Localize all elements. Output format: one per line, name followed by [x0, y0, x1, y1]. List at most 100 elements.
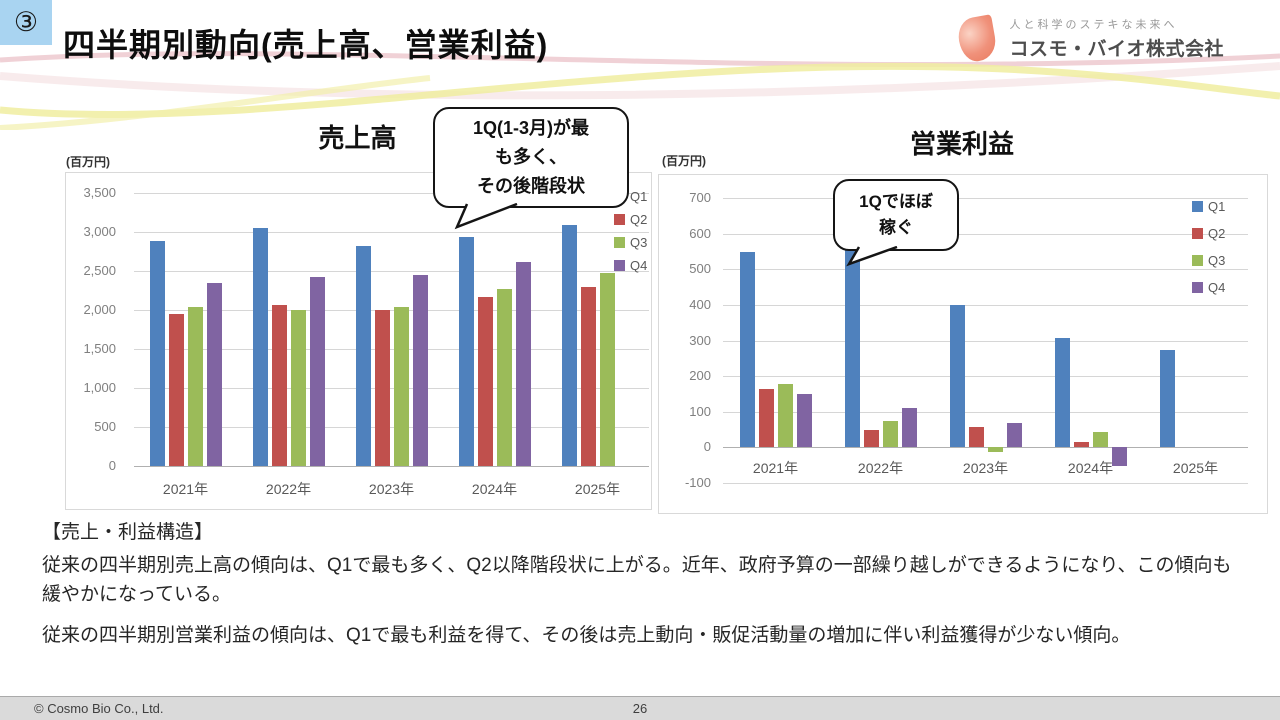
- footer-bar: © Cosmo Bio Co., Ltd. 26: [0, 696, 1280, 720]
- gridline: [723, 233, 1248, 235]
- bar-q2-2025年: [580, 286, 596, 466]
- annotation-line: 1Qでほぼ: [859, 192, 933, 211]
- legend-label: Q4: [630, 258, 648, 273]
- bar-q3-2023年: [393, 306, 409, 466]
- annotation-line: 稼ぐ: [879, 218, 913, 237]
- y-tick-label: 100: [689, 403, 711, 419]
- logo-tagline: 人と科学のステキな未来へ: [1009, 19, 1178, 31]
- legend-item-q2: Q2: [1192, 226, 1225, 241]
- bar-q4-2023年: [1006, 422, 1022, 448]
- legend-swatch: [1192, 255, 1203, 266]
- slide-number-badge: ③: [0, 0, 52, 45]
- y-tick-label: 700: [689, 190, 711, 205]
- page-title: 四半期別動向(売上高、営業利益): [63, 27, 549, 63]
- legend-swatch: [1192, 228, 1203, 239]
- logo-mark-icon: [955, 13, 1000, 64]
- zero-axis-line: [134, 466, 649, 467]
- bar-q4-2021年: [796, 393, 812, 448]
- x-tick-label: 2021年: [162, 481, 209, 497]
- gridline: [723, 340, 1248, 342]
- legend-swatch: [1192, 282, 1203, 293]
- company-logo: 人と科学のステキな未来へ コスモ・バイオ株式会社: [955, 13, 1224, 64]
- gridline: [134, 349, 649, 350]
- gridline: [723, 483, 1248, 484]
- x-tick-label: 2023年: [962, 460, 1009, 476]
- legend-swatch: [614, 237, 625, 248]
- y-tick-label: 600: [689, 225, 711, 241]
- bar-q1-2022年: [844, 241, 860, 448]
- legend-label: Q1: [630, 189, 648, 204]
- bar-q1-2024年: [1054, 338, 1070, 448]
- bar-q2-2021年: [168, 313, 184, 466]
- bar-q3-2021年: [187, 306, 203, 466]
- zero-axis-line: [723, 447, 1248, 449]
- logo-company-name: コスモ・バイオ株式会社: [1009, 39, 1224, 60]
- x-tick-label: 2025年: [574, 481, 621, 497]
- legend-swatch: [1192, 201, 1203, 212]
- annotation-line: も多く、: [495, 147, 567, 167]
- sales-annotation-bubble: 1Q(1-3月)が最 も多く、 その後階段状: [433, 107, 629, 230]
- legend-label: Q3: [630, 235, 648, 250]
- profit-chart-title: 営業利益: [909, 129, 1014, 159]
- legend-item-q4: Q4: [614, 258, 647, 273]
- y-tick-label: 500: [94, 419, 116, 434]
- gridline: [723, 269, 1248, 271]
- bar-q4-2024年: [515, 261, 531, 466]
- legend-item-q3: Q3: [614, 235, 647, 250]
- annotation-text: 1Q(1-3月)が最 も多く、 その後階段状: [435, 109, 627, 206]
- bar-q3-2024年: [496, 288, 512, 466]
- bar-q3-2022年: [290, 310, 306, 466]
- sales-chart-unit-label: (百万円): [66, 155, 110, 169]
- legend-label: Q4: [1208, 280, 1226, 295]
- bar-q4-2022年: [309, 277, 325, 466]
- bar-q2-2021年: [758, 388, 774, 448]
- sales-chart-title: 売上高: [318, 123, 397, 153]
- bar-q1-2023年: [949, 304, 965, 448]
- y-tick-label: 0: [703, 439, 711, 455]
- annotation-line: その後階段状: [477, 176, 585, 196]
- bar-q3-2021年: [777, 384, 793, 448]
- notes-paragraph-sales: 従来の四半期別売上高の傾向は、Q1で最も多く、Q2以降階段状に上がる。近年、政府…: [42, 555, 1232, 605]
- bubble-tail: [454, 203, 518, 230]
- gridline: [723, 411, 1248, 413]
- decorative-waves: [0, 51, 1280, 130]
- bar-q2-2024年: [1073, 442, 1089, 448]
- y-tick-label: 3,500: [83, 185, 116, 200]
- bar-q1-2024年: [458, 236, 474, 466]
- x-tick-label: 2024年: [1067, 460, 1114, 476]
- profit-bar-chart: -100 0 100 200 300 400 500 600 700 2021年 2022年 2023…: [658, 174, 1268, 514]
- y-tick-label: 500: [689, 261, 711, 277]
- x-tick-label: 2021年: [752, 460, 799, 476]
- bar-q2-2022年: [271, 305, 287, 466]
- bubble-tail: [846, 246, 898, 267]
- x-tick-label: 2022年: [857, 460, 904, 476]
- bar-q2-2024年: [477, 296, 493, 466]
- x-tick-label: 2024年: [471, 481, 518, 497]
- bar-q1-2025年: [561, 224, 577, 466]
- y-tick-label: 3,000: [83, 224, 116, 239]
- y-tick-label: 2,000: [83, 302, 116, 317]
- gridline: [134, 427, 649, 428]
- x-tick-label: 2025年: [1172, 460, 1219, 476]
- legend-label: Q1: [1208, 199, 1226, 214]
- bar-q3-2025年: [599, 272, 615, 466]
- bar-q1-2021年: [739, 252, 755, 448]
- legend-label: Q2: [630, 212, 648, 227]
- bar-q2-2023年: [374, 310, 390, 466]
- bar-q1-2023年: [355, 246, 371, 466]
- y-tick-label: 0: [108, 458, 116, 473]
- gridline: [134, 232, 649, 233]
- y-tick-label: 1,000: [83, 380, 116, 395]
- notes-heading: 【売上・利益構造】: [42, 522, 214, 543]
- legend-item-q4: Q4: [1192, 280, 1225, 295]
- gridline: [723, 304, 1248, 306]
- gridline: [134, 388, 649, 389]
- bar-q4-2022年: [901, 408, 917, 448]
- notes-paragraph-profit: 従来の四半期別営業利益の傾向は、Q1で最も利益を得て、その後は売上動向・販促活動…: [42, 625, 1131, 646]
- gridline: [723, 198, 1248, 199]
- y-tick-label: -100: [684, 475, 711, 490]
- bar-q1-2025年: [1159, 350, 1175, 448]
- legend-item-q2: Q2: [614, 212, 647, 227]
- y-tick-label: 1,500: [83, 341, 116, 356]
